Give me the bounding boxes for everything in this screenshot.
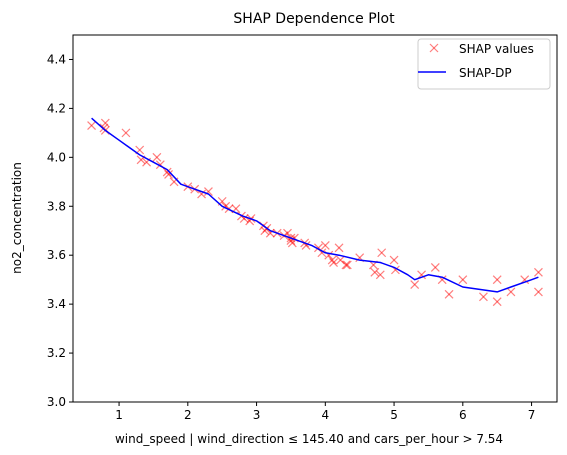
shap-value-point — [492, 275, 502, 285]
x-tick-label: 6 — [459, 408, 467, 422]
y-tick-label: 4.2 — [47, 101, 66, 115]
y-tick-label: 4.0 — [47, 150, 66, 164]
shap-value-point — [265, 228, 275, 238]
y-tick-label: 3.6 — [47, 248, 66, 262]
shap-value-point — [410, 280, 420, 289]
shap-value-point — [100, 118, 110, 128]
shap-value-point — [506, 287, 516, 297]
x-tick-label: 5 — [390, 408, 398, 422]
x-tick-label: 7 — [528, 408, 536, 422]
legend-label-shap-dp: SHAP-DP — [459, 66, 512, 80]
x-tick-label: 1 — [115, 408, 123, 422]
shap-value-point — [87, 121, 96, 130]
chart-title: SHAP Dependence Plot — [233, 11, 395, 27]
x-tick-label: 2 — [184, 408, 192, 422]
shap-dp-line — [91, 117, 539, 293]
legend-scatter-marker — [429, 43, 439, 53]
axes: 1 2 3 4 5 6 7 3.0 3.2 3.4 3.6 3.8 4.0 4.2 4.4 — [47, 52, 535, 422]
plot-area — [87, 117, 543, 307]
plot-frame — [72, 34, 558, 403]
shap-value-point — [162, 167, 172, 177]
y-tick-label: 3.8 — [47, 199, 66, 213]
shap-value-point — [377, 248, 387, 258]
shap-value-point — [204, 187, 213, 197]
y-tick-label: 4.4 — [47, 52, 66, 66]
x-axis-label: wind_speed | wind_direction ≤ 145.40 and… — [115, 432, 503, 446]
shap-value-point — [534, 287, 543, 297]
legend: SHAP values SHAP-DP — [417, 38, 551, 90]
shap-value-point — [329, 258, 338, 267]
shap-value-point — [370, 267, 380, 277]
legend-label-shap-values: SHAP values — [459, 42, 534, 56]
shap-value-point — [458, 275, 468, 285]
shap-value-point — [492, 297, 502, 307]
shap-value-point — [327, 255, 337, 265]
shap-value-point — [152, 152, 162, 162]
shap-value-point — [121, 128, 131, 138]
shap-value-point — [430, 263, 440, 272]
y-tick-label: 3.4 — [47, 297, 66, 311]
shap-value-point — [164, 170, 173, 179]
shap-value-point — [334, 243, 344, 253]
shap-value-point — [320, 240, 330, 250]
y-tick-label: 3.2 — [47, 346, 66, 360]
shap-value-point — [534, 267, 543, 277]
shap-value-point — [479, 292, 488, 302]
shap-value-point — [375, 270, 385, 280]
y-axis-label: no2_concentration — [10, 162, 24, 274]
shap-value-point — [342, 260, 352, 270]
x-tick-label: 3 — [253, 408, 261, 422]
shap-value-point — [341, 260, 351, 270]
shap-value-point — [444, 289, 454, 299]
shap-value-point — [389, 255, 399, 265]
x-tick-label: 4 — [321, 408, 329, 422]
legend-box — [417, 38, 551, 90]
y-tick-label: 3.0 — [47, 395, 66, 409]
